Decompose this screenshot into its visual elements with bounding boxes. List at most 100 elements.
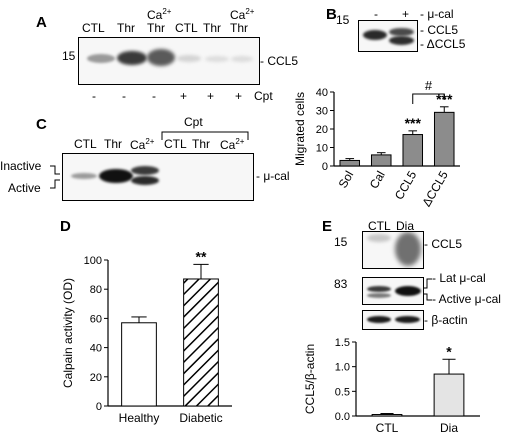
y-tick-label: 20 <box>316 124 328 136</box>
bar <box>339 159 361 167</box>
panel-c-label-inactive: Inactive <box>0 159 42 173</box>
lane-label-ca: Ca2+ <box>147 7 172 22</box>
x-tick-label: Healthy <box>119 411 160 425</box>
y-tick-label: 1.0 <box>335 362 350 374</box>
panel-d-label: D <box>60 218 71 235</box>
x-tick-label: ΔCCL5 <box>419 168 451 209</box>
y-tick-label: 40 <box>316 87 328 99</box>
x-tick-label: Diabetic <box>179 411 222 425</box>
y-tick-label: 20 <box>90 372 102 384</box>
panel-e-label-ccl5: - CCL5 <box>424 237 463 251</box>
lane-label-thr-cpt: Thr <box>192 137 210 151</box>
band-e-ccl5-ctl <box>367 234 391 242</box>
x-tick-label: Sol <box>336 169 357 191</box>
band-b-minus <box>363 30 387 40</box>
panel-e-label-active: - Active μ-cal <box>432 292 501 306</box>
panel-e-mw-cal: 83 <box>334 277 348 291</box>
x-tick-label: Dia <box>440 421 458 435</box>
lane-label-ca: Ca2+ <box>130 137 155 152</box>
y-tick-label: 0.5 <box>335 386 350 398</box>
panel-b-band-upper: - CCL5 <box>420 23 459 37</box>
significance-label: * <box>446 343 452 359</box>
bar <box>183 278 219 407</box>
y-axis-label: Migrated cells <box>293 92 307 166</box>
x-tick-label: CCL5 <box>392 168 420 202</box>
cpt-sign: - <box>92 89 96 103</box>
cpt-sign: - <box>152 89 156 103</box>
significance-bracket <box>412 93 445 104</box>
cpt-sign: + <box>180 89 188 103</box>
panel-e-label-lat: - Lat μ-cal <box>432 271 486 285</box>
y-tick-label: 30 <box>316 106 328 118</box>
panel-c-label-active: Active <box>8 181 41 195</box>
bar <box>433 111 455 167</box>
y-tick-label: 10 <box>316 143 328 155</box>
band-e-actin-dia <box>395 316 420 323</box>
cpt-sign: + <box>207 89 215 103</box>
panel-c-group-label: Cpt <box>184 115 203 129</box>
panel-e-blot-ccl5 <box>362 231 424 269</box>
panel-e-blot-actin <box>362 310 424 330</box>
band-a-thr-cpt <box>205 56 229 62</box>
lane-label-thr-cpt: Thr <box>203 21 221 35</box>
panel-c-group-bracket <box>161 131 249 140</box>
band-e-active-ctl <box>367 293 391 298</box>
band-c-thr <box>99 169 133 183</box>
band-a-ca-cpt <box>231 56 253 62</box>
band-c-ca-lower <box>131 176 159 185</box>
y-axis-label: Calpain activity (OD) <box>61 278 75 388</box>
lane-label-thr: Thr <box>104 137 122 151</box>
y-tick-label: 80 <box>90 284 102 296</box>
band-a-thr <box>117 51 147 65</box>
y-axis-label: CCL5/β-actin <box>303 344 317 414</box>
y-tick-label: 0.0 <box>335 411 350 423</box>
lane-label-thr-ca-cpt: Thr <box>230 21 248 35</box>
panel-a-label: A <box>36 14 47 31</box>
panel-e-chart: 0.0 0.5 1.0 1.5 CCL5/β-actin CTL * Dia <box>303 337 480 435</box>
bar <box>371 414 403 417</box>
cpt-sign: - <box>122 89 126 103</box>
panel-e-label: E <box>322 218 333 235</box>
panel-b-sign-plus: + <box>402 7 410 21</box>
lane-label-ctl: CTL <box>74 137 97 151</box>
panel-d-chart: 0 20 40 60 80 100 Calpain activity (OD) Healthy… <box>61 248 232 425</box>
panel-a-mw-marker: 15 <box>62 49 76 63</box>
y-tick-label: 60 <box>90 313 102 325</box>
panel-c-blot <box>62 153 254 201</box>
x-tick-label: CTL <box>376 421 399 435</box>
y-tick-label: 1.5 <box>335 337 350 349</box>
x-tick-label: Cal <box>367 169 388 192</box>
cpt-label: Cpt <box>254 89 273 103</box>
panel-e-lane-dia: Dia <box>396 219 415 233</box>
panel-a-blot <box>78 37 260 85</box>
lane-label-ctl: CTL <box>82 21 105 35</box>
bar <box>121 322 157 407</box>
significance-label: ** <box>196 248 207 264</box>
band-b-plus-lower <box>389 36 414 45</box>
band-a-ctl <box>87 54 115 63</box>
significance-label: *** <box>405 115 422 131</box>
cpt-sign: + <box>235 89 243 103</box>
panel-b-treatment: - μ-cal <box>420 7 454 21</box>
panel-b-mw-marker: 15 <box>336 13 350 27</box>
panel-b-label: B <box>326 6 337 23</box>
panel-b-blot <box>358 20 418 52</box>
panel-c-band-label: - μ-cal <box>256 169 290 183</box>
panel-e-lane-ctl: CTL <box>368 219 391 233</box>
panel-a-band-label: - CCL5 <box>260 54 299 68</box>
panel-e-blot-cal <box>362 277 424 305</box>
y-tick-label: 0 <box>96 401 102 413</box>
y-tick-label: 40 <box>90 343 102 355</box>
band-e-ccl5-dia <box>395 232 421 266</box>
band-e-lat-ctl <box>367 286 391 292</box>
lane-label-ctl-cpt: CTL <box>175 21 198 35</box>
band-e-actin-ctl <box>367 316 391 323</box>
lane-label-thr: Thr <box>117 21 135 35</box>
band-b-plus-upper <box>389 28 414 36</box>
band-c-ctl <box>71 173 97 179</box>
band-a-ca <box>147 49 175 66</box>
bar <box>433 373 465 417</box>
panel-e-mw-ccl5: 15 <box>334 235 348 249</box>
band-a-ctl-cpt <box>177 55 201 62</box>
